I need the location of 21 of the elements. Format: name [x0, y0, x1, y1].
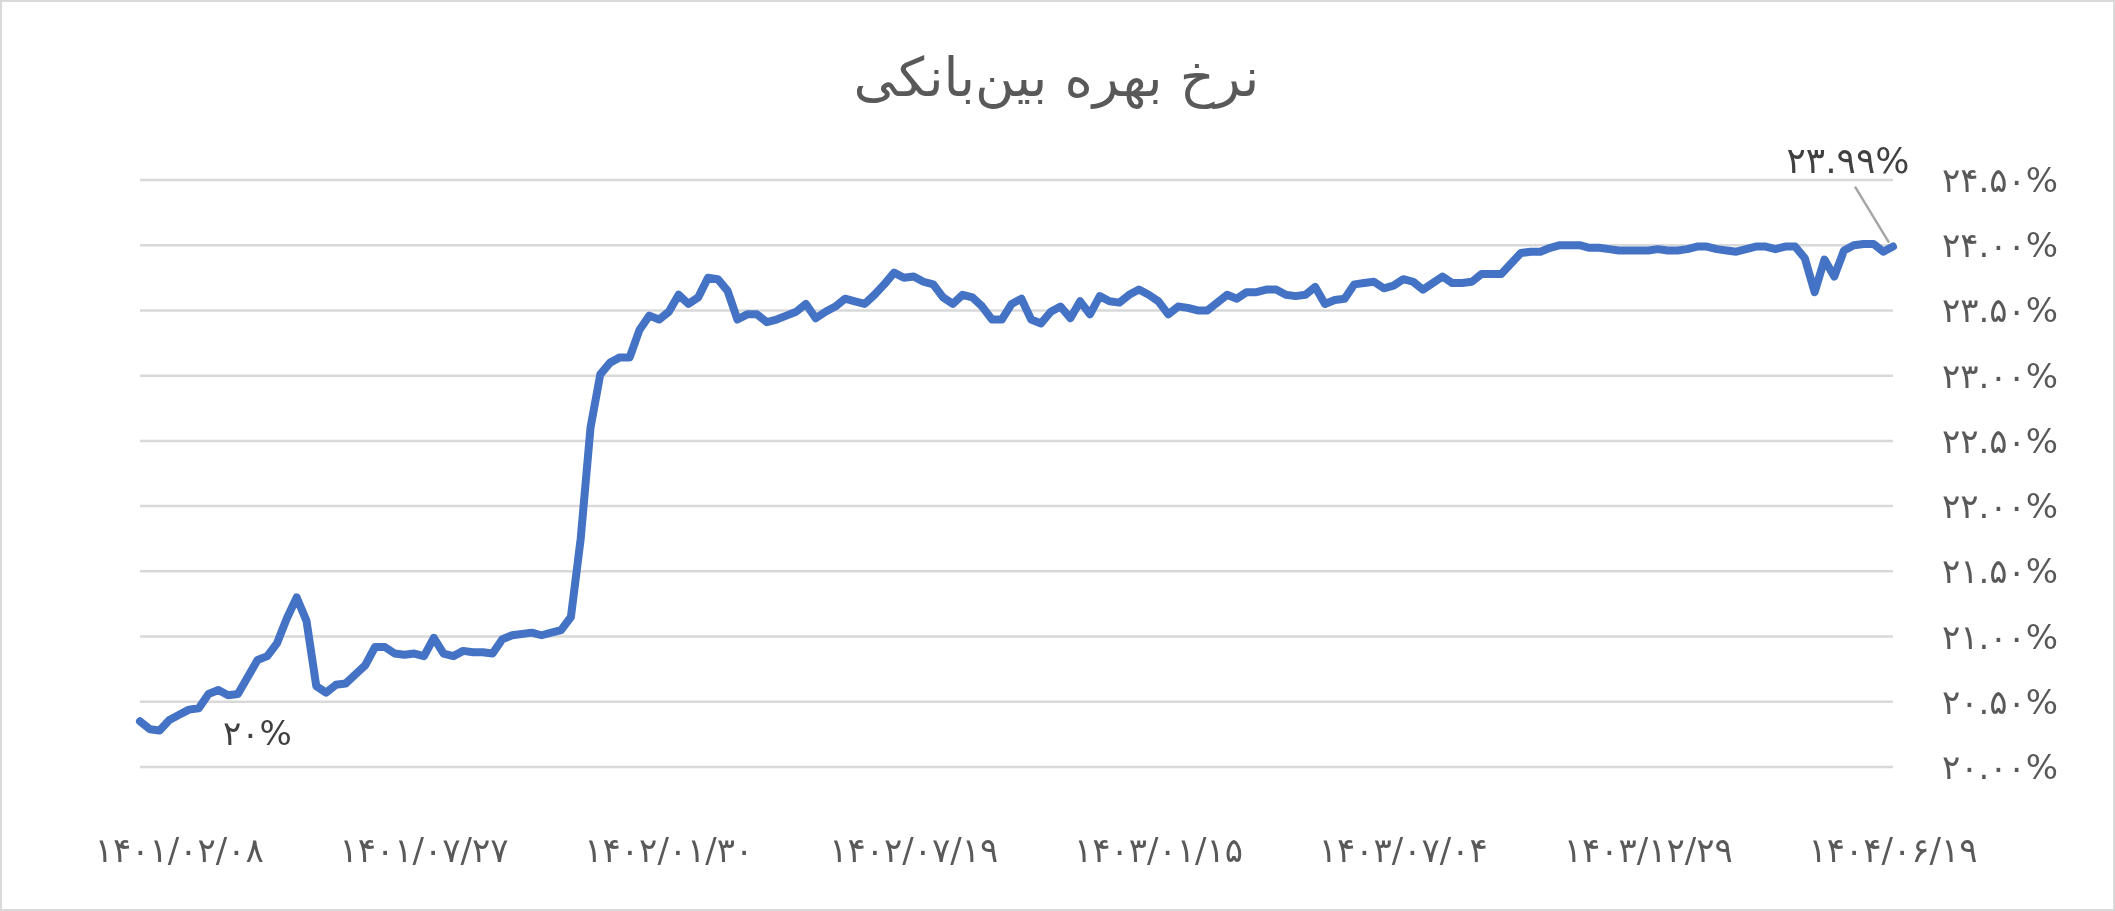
x-tick-label: ۱۴۰۲/۰۱/۳۰: [584, 830, 754, 870]
y-tick-label: ۲۱.۰۰%: [1942, 616, 2059, 657]
x-tick-label: ۱۴۰۲/۰۷/۱۹: [829, 830, 999, 870]
x-tick-label: ۱۴۰۱/۰۲/۰۸: [94, 830, 264, 870]
x-tick-label: ۱۴۰۴/۰۶/۱۹: [1808, 830, 1978, 870]
y-tick-label: ۲۳.۵۰%: [1942, 290, 2059, 331]
y-tick-label: ۲۰.۰۰%: [1942, 747, 2059, 787]
x-tick-label: ۱۴۰۱/۰۷/۲۷: [339, 830, 509, 870]
y-tick-label: ۲۴.۵۰%: [1942, 160, 2059, 200]
x-tick-label: ۱۴۰۳/۰۷/۰۴: [1318, 830, 1488, 870]
chart-title: نرخ بهره بین‌بانکی: [853, 46, 1260, 109]
y-tick-label: ۲۱.۵۰%: [1942, 551, 2059, 592]
y-tick-label: ۲۲.۵۰%: [1942, 420, 2059, 461]
annotation: ۲۳.۹۹%: [1786, 139, 1910, 181]
x-tick-label: ۱۴۰۳/۱۲/۲۹: [1563, 830, 1733, 870]
y-tick-label: ۲۰.۵۰%: [1942, 681, 2059, 722]
y-tick-label: ۲۲.۰۰%: [1942, 486, 2059, 527]
y-tick-label: ۲۴.۰۰%: [1942, 225, 2059, 266]
x-tick-label: ۱۴۰۳/۰۱/۱۵: [1073, 830, 1244, 870]
y-tick-label: ۲۳.۰۰%: [1942, 355, 2059, 396]
annotation: ۲۰%: [223, 713, 292, 753]
